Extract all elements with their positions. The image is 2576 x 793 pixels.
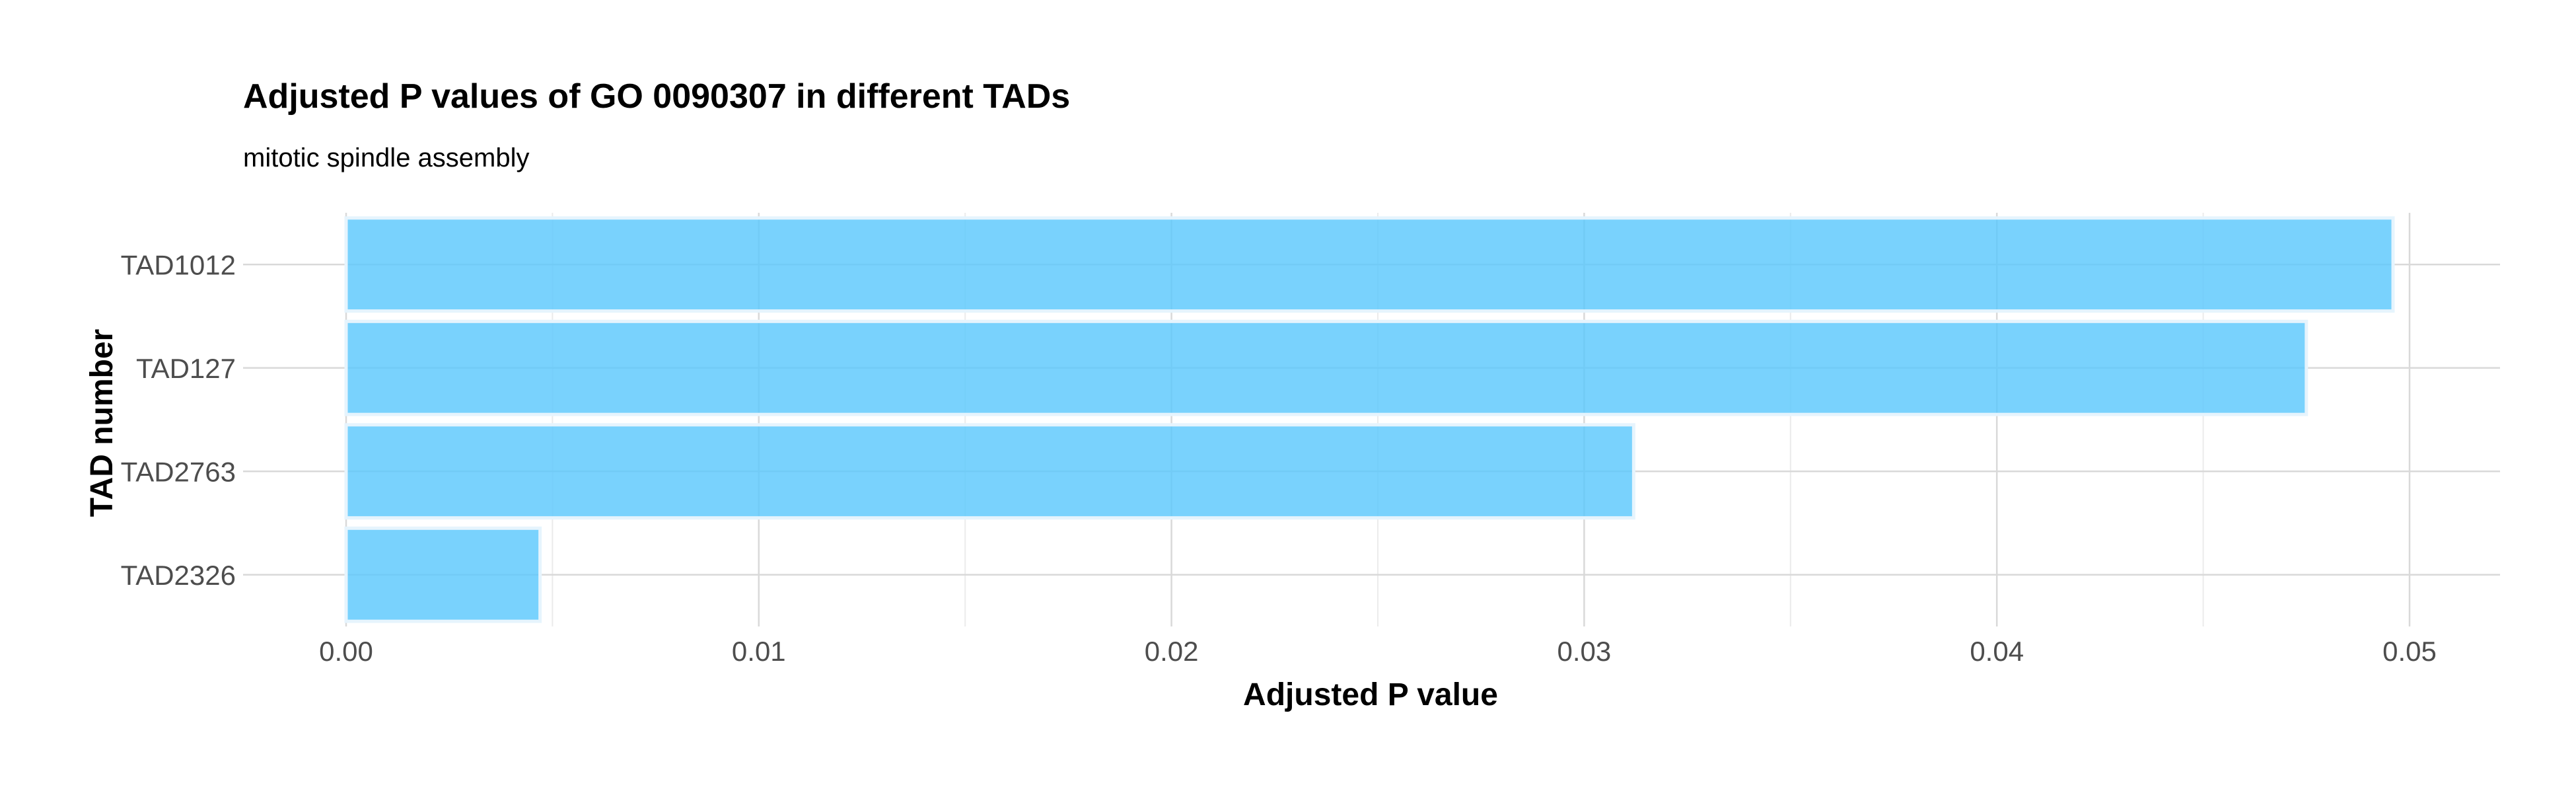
bar-tad2763 <box>344 423 1635 520</box>
y-axis-title: TAD number <box>85 329 120 517</box>
x-tick-label: 0.03 <box>1557 636 1612 667</box>
x-tick-label: 0.04 <box>1970 636 2024 667</box>
chart-subtitle: mitotic spindle assembly <box>243 143 530 172</box>
bars <box>344 216 2395 623</box>
y-tick-label: TAD127 <box>136 353 236 384</box>
y-tick-label: TAD2326 <box>121 560 236 591</box>
y-tick-label: TAD2763 <box>121 456 236 487</box>
x-axis-title: Adjusted P value <box>1243 677 1498 712</box>
bar-tad2326 <box>344 526 542 623</box>
x-axis-tick-labels: 0.00 0.01 0.02 0.03 0.04 0.05 <box>319 636 2437 667</box>
chart-title: Adjusted P values of GO 0090307 in diffe… <box>243 77 1070 116</box>
plot-panel <box>243 213 2500 626</box>
x-tick-label: 0.05 <box>2382 636 2437 667</box>
x-tick-label: 0.02 <box>1145 636 1199 667</box>
bar-tad1012 <box>344 216 2395 313</box>
bar-tad127 <box>344 319 2308 416</box>
x-tick-label: 0.00 <box>319 636 373 667</box>
y-axis-tick-labels: TAD1012 TAD127 TAD2763 TAD2326 <box>121 249 236 591</box>
y-tick-label: TAD1012 <box>121 249 236 280</box>
x-tick-label: 0.01 <box>732 636 786 667</box>
